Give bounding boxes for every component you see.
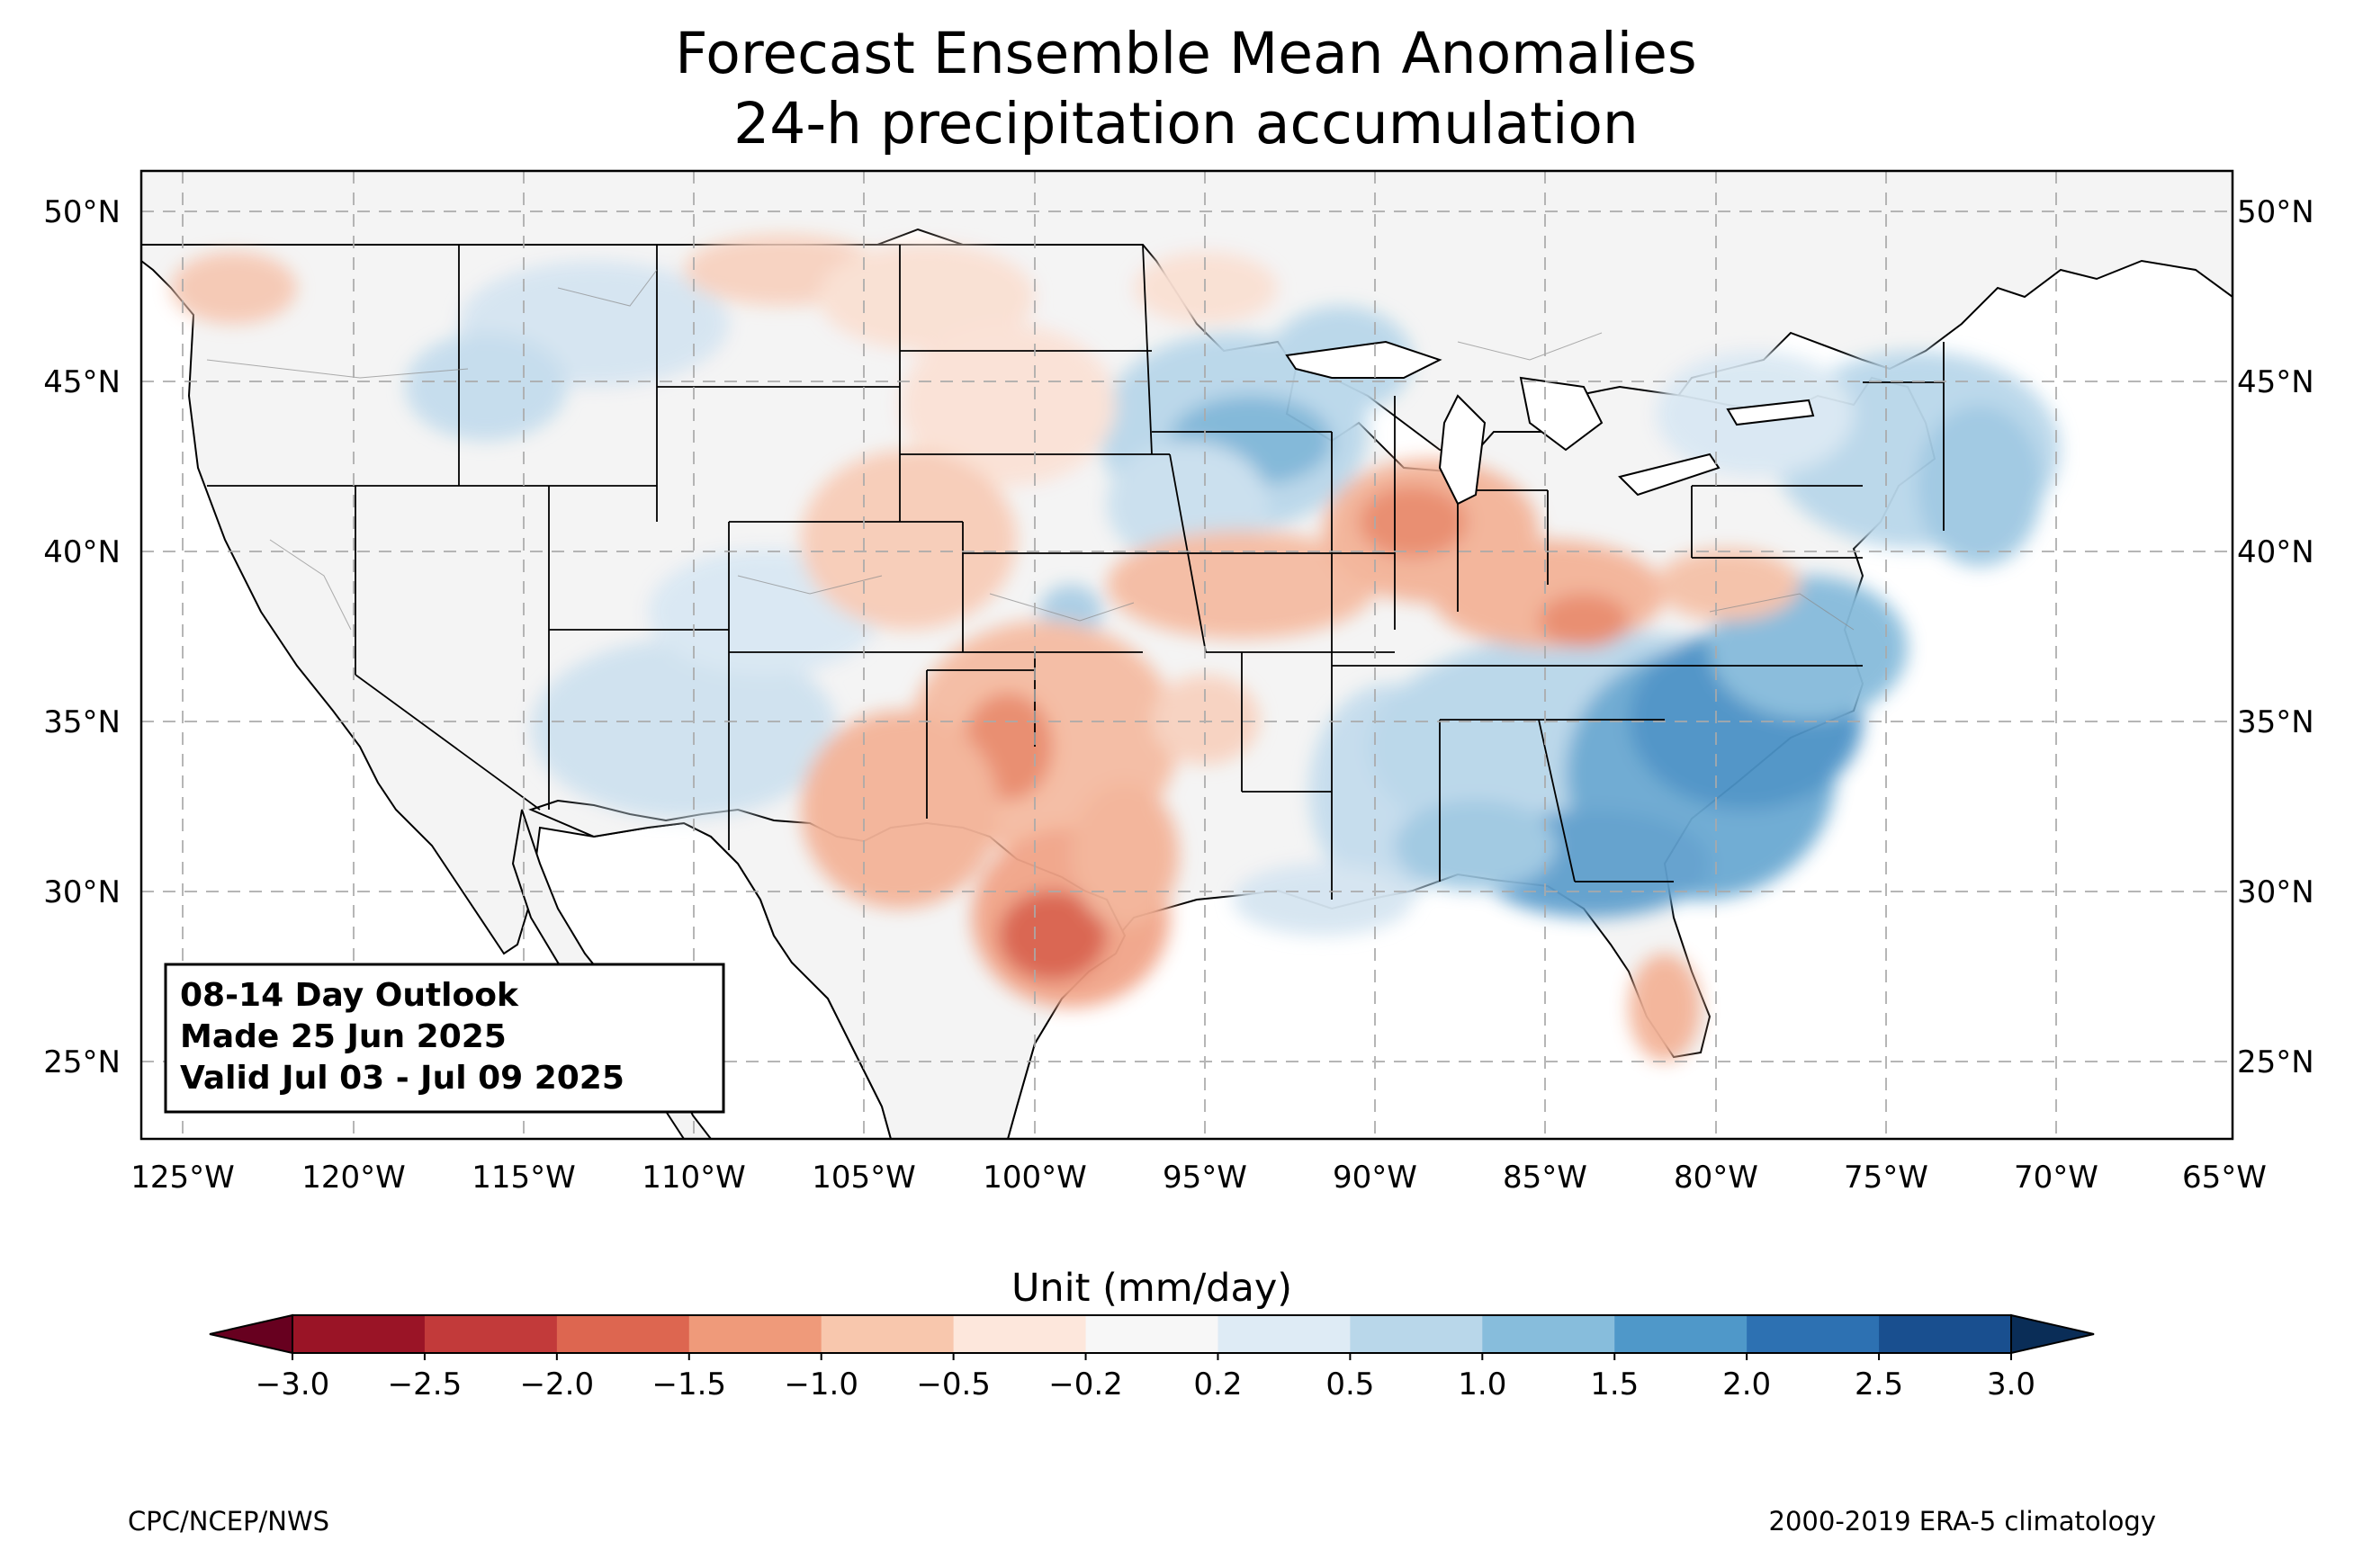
lon-tick-label: 65°W <box>2182 1160 2267 1196</box>
state-borders <box>207 244 1945 900</box>
lon-tick-label: 115°W <box>472 1160 576 1196</box>
lat-tick-label: 45°N <box>43 364 121 400</box>
colorbar-segment <box>1614 1315 1748 1353</box>
outlook-info-box: 08-14 Day Outlook Made 25 Jun 2025 Valid… <box>164 963 725 1114</box>
colorbar-segment <box>292 1315 426 1353</box>
lon-tick-label: 80°W <box>1674 1160 1758 1196</box>
footer-climatology: 2000-2019 ERA-5 climatology <box>1768 1506 2156 1537</box>
lon-tick-label: 125°W <box>130 1160 235 1196</box>
colorbar-label: Unit (mm/day) <box>1011 1266 1292 1311</box>
lat-tick-label: 30°N <box>2237 874 2314 910</box>
colorbar-segment <box>1747 1315 1880 1353</box>
lat-ticks-left: 50°N 45°N 40°N 35°N 30°N 25°N <box>43 194 121 1080</box>
colorbar-over-arrow <box>2010 1313 2095 1355</box>
colorbar-segment <box>556 1315 690 1353</box>
lon-tick-label: 85°W <box>1503 1160 1587 1196</box>
colorbar-tick-label: −0.5 <box>916 1366 991 1402</box>
lon-tick-label: 75°W <box>1844 1160 1928 1196</box>
lon-tick-label: 70°W <box>2014 1160 2098 1196</box>
colorbar-border <box>292 1314 2012 1354</box>
colorbar-tick-label: −2.0 <box>520 1366 595 1402</box>
lon-ticks: 125°W 120°W 115°W 110°W 105°W 100°W 95°W… <box>130 1160 2267 1196</box>
colorbar-tick-label: −1.5 <box>651 1366 726 1402</box>
colorbar-tick-label: 2.0 <box>1722 1366 1771 1402</box>
lon-tick-label: 90°W <box>1333 1160 1417 1196</box>
lon-tick-label: 95°W <box>1163 1160 1247 1196</box>
lat-tick-label: 35°N <box>43 704 121 740</box>
lat-tick-label: 40°N <box>2237 534 2314 570</box>
lon-tick-label: 110°W <box>642 1160 746 1196</box>
colorbar-ticks: −3.0 −2.5 −2.0 −1.5 −1.0 −0.5 −0.2 0.2 0.5 1.0 1.5… <box>256 1353 2035 1402</box>
outlook-period: 08-14 Day Outlook <box>180 977 519 1014</box>
colorbar-segment <box>953 1315 1087 1353</box>
colorbar-segment <box>424 1315 558 1353</box>
colorbar-tick-label: −3.0 <box>256 1366 330 1402</box>
county-lines <box>206 269 1855 631</box>
lon-tick-label: 100°W <box>983 1160 1087 1196</box>
colorbar-segment <box>1085 1315 1218 1353</box>
colorbar-segment <box>1879 1315 2012 1353</box>
lat-tick-label: 30°N <box>43 874 121 910</box>
colorbar-tick-label: 2.5 <box>1855 1366 1903 1402</box>
lat-tick-label: 40°N <box>43 534 121 570</box>
colorbar-under-arrow <box>209 1313 293 1355</box>
colorbar-tick-label: −1.0 <box>784 1366 858 1402</box>
colorbar-segment <box>688 1315 822 1353</box>
colorbar-segment <box>1350 1315 1483 1353</box>
lon-tick-label: 105°W <box>812 1160 916 1196</box>
lat-ticks-right: 50°N 45°N 40°N 35°N 30°N 25°N <box>2237 194 2314 1080</box>
lat-tick-label: 35°N <box>2237 704 2314 740</box>
colorbar-segment <box>1482 1315 1615 1353</box>
lat-tick-label: 50°N <box>2237 194 2314 230</box>
lat-tick-label: 25°N <box>43 1044 121 1080</box>
colorbar-segment <box>821 1315 955 1353</box>
map-subtitle: 24-h precipitation accumulation <box>733 91 1639 157</box>
colorbar-tick-label: −2.5 <box>388 1366 463 1402</box>
colorbar-tick-label: −0.2 <box>1048 1366 1123 1402</box>
colorbar-tick-label: 0.5 <box>1325 1366 1374 1402</box>
lat-tick-label: 45°N <box>2237 364 2314 400</box>
colorbar-segment <box>1217 1315 1351 1353</box>
colorbar-tick-label: 1.0 <box>1458 1366 1506 1402</box>
great-lakes <box>1285 340 1815 506</box>
outlook-valid-range: Valid Jul 03 - Jul 09 2025 <box>180 1060 624 1097</box>
anomaly-field <box>171 234 2061 1062</box>
outlook-made-date: Made 25 Jun 2025 <box>180 1018 507 1055</box>
baja-peninsula <box>511 809 713 1139</box>
map-frame <box>139 169 2234 1141</box>
colorbar <box>209 1313 2095 1355</box>
colorbar-tick-label: 3.0 <box>1987 1366 2035 1402</box>
colorbar-tick-label: 1.5 <box>1590 1366 1639 1402</box>
colorbar-tick-label: 0.2 <box>1193 1366 1242 1402</box>
footer-source: CPC/NCEP/NWS <box>128 1506 330 1537</box>
lat-tick-label: 25°N <box>2237 1044 2314 1080</box>
lat-tick-label: 50°N <box>43 194 121 230</box>
map-title: Forecast Ensemble Mean Anomalies <box>675 21 1697 86</box>
lon-tick-label: 120°W <box>301 1160 406 1196</box>
